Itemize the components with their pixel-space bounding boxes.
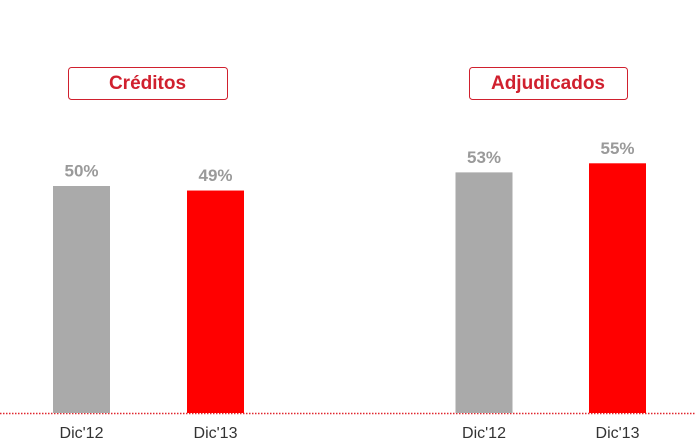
chart-title: Créditos (109, 73, 186, 94)
x-tick-label: Dic'13 (194, 425, 238, 442)
bar (187, 190, 244, 413)
bar (53, 186, 110, 413)
x-tick-label: Dic'12 (60, 425, 104, 442)
title-box (469, 67, 628, 100)
title-box (68, 67, 228, 100)
value-label: 53% (467, 148, 501, 167)
x-tick-label: Dic'13 (596, 425, 640, 442)
value-label: 55% (600, 139, 634, 158)
value-label: 49% (198, 166, 232, 185)
bar (455, 172, 513, 413)
x-tick-label: Dic'12 (462, 425, 506, 442)
chart-title: Adjudicados (491, 73, 605, 94)
value-label: 50% (64, 161, 98, 180)
bar (589, 163, 646, 413)
